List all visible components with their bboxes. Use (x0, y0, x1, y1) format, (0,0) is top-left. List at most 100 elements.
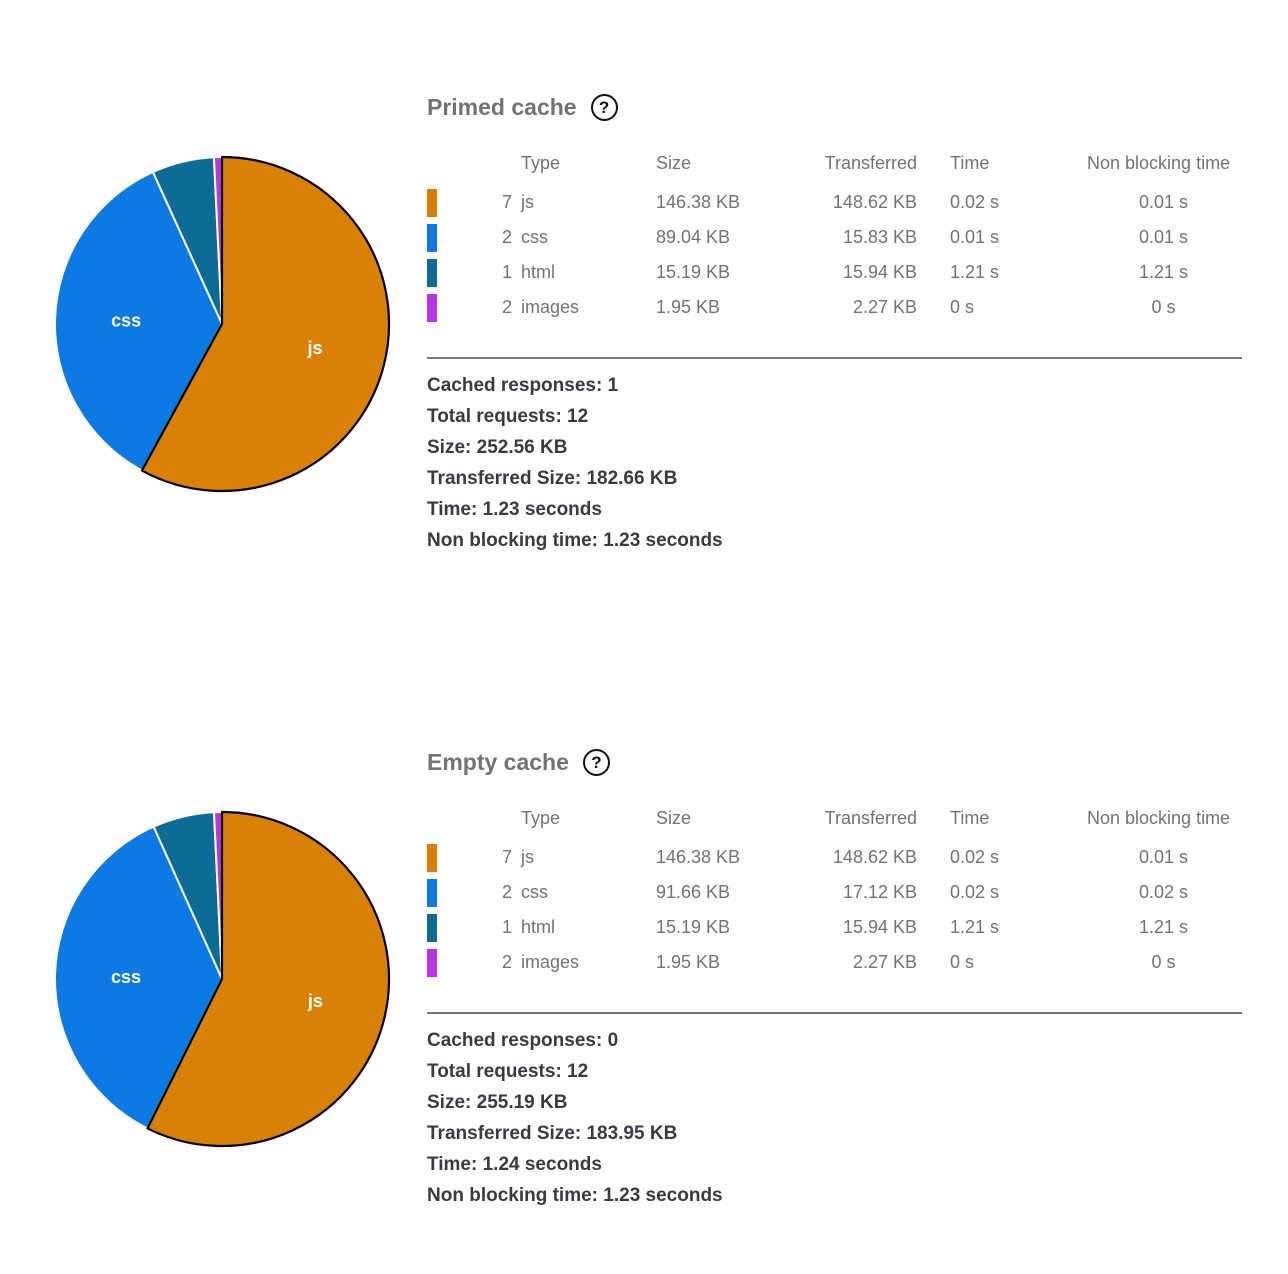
summary-time: Time: 1.23 seconds (427, 499, 602, 520)
css-time: 0.01 s (950, 227, 1000, 247)
css-transferred: 17.12 KB (842, 882, 917, 902)
css-size: 91.66 KB (656, 882, 731, 902)
html-count: 1 (501, 262, 512, 282)
help-icon[interactable]: ? (582, 748, 610, 776)
column-header-non-blocking-time: Non blocking time (1087, 153, 1231, 173)
summary-non-blocking-time: Non blocking time: 1.23 seconds (427, 530, 723, 551)
summary-transferred-size: Transferred Size: 183.95 KB (427, 1123, 678, 1144)
summary-total-requests: Total requests: 12 (427, 406, 589, 427)
js-time: 0.02 s (950, 847, 1000, 867)
table-row-html-swatch-cell (427, 255, 439, 290)
primed-cache-pie-chart[interactable]: js css (52, 154, 392, 494)
html-size: 15.19 KB (656, 262, 731, 282)
images-color-swatch (427, 948, 437, 977)
column-header-time: Time (950, 808, 990, 828)
images-transferred: 2.27 KB (852, 297, 917, 317)
html-color-swatch (427, 258, 437, 287)
images-non-blocking-time: 0 s (1151, 952, 1176, 972)
summary-transferred-size: Transferred Size: 182.66 KB (427, 468, 678, 489)
images-time: 0 s (950, 297, 975, 317)
summary-non-blocking-time: Non blocking time: 1.23 seconds (427, 1185, 723, 1206)
summary-time: Time: 1.24 seconds (427, 1154, 602, 1175)
column-header-size: Size (656, 808, 692, 828)
js-color-swatch (427, 188, 437, 217)
summary-size: Size: 252.56 KB (427, 437, 568, 458)
table-row-html-swatch-cell (427, 910, 439, 945)
html-transferred: 15.94 KB (842, 917, 917, 937)
images-size: 1.95 KB (656, 952, 721, 972)
pie-slice-label-js: js (307, 991, 323, 1011)
css-color-swatch (427, 223, 437, 252)
table-row-images-swatch-cell (427, 945, 439, 980)
images-type: images (521, 297, 580, 317)
css-time: 0.02 s (950, 882, 1000, 902)
js-transferred: 148.62 KB (832, 847, 917, 867)
js-count: 7 (501, 847, 512, 867)
pie-slice-css[interactable] (54, 170, 223, 472)
summary-cached-responses: Cached responses: 1 (427, 375, 619, 396)
primed-cache-table: Type Size Transferred Time Non blocking … (427, 150, 1242, 325)
pie-slice-js[interactable] (146, 810, 391, 1148)
css-size: 89.04 KB (656, 227, 731, 247)
pie-slice-js[interactable] (140, 155, 391, 493)
column-header-size: Size (656, 153, 692, 173)
primed-cache-section: js css Primed cache ? Type Size Transferr… (0, 0, 1288, 620)
column-header-type: Type (521, 153, 561, 173)
css-non-blocking-time: 0.02 s (1138, 882, 1189, 902)
html-color-swatch (427, 913, 437, 942)
pie-slice-label-js: js (306, 338, 322, 358)
js-size: 146.38 KB (656, 192, 741, 212)
css-color-swatch (427, 878, 437, 907)
summary-size: Size: 255.19 KB (427, 1092, 568, 1113)
html-type: html (521, 262, 556, 282)
html-non-blocking-time: 1.21 s (1138, 262, 1189, 282)
empty-cache-table: Type Size Transferred Time Non blocking … (427, 805, 1242, 980)
table-row-images-swatch-cell (427, 290, 439, 325)
html-time: 1.21 s (950, 917, 1000, 937)
table-row-js-swatch-cell (427, 840, 439, 875)
html-count: 1 (501, 917, 512, 937)
images-count: 2 (501, 297, 512, 317)
images-time: 0 s (950, 952, 975, 972)
empty-cache-section: js css Empty cache ? Type Size Transferre… (0, 655, 1288, 1274)
primed-cache-summary: Cached responses: 1 Total requests: 12 S… (427, 370, 723, 556)
help-icon[interactable]: ? (590, 93, 618, 121)
section-title: Primed cache (427, 94, 577, 120)
css-transferred: 15.83 KB (842, 227, 917, 247)
divider (427, 357, 1242, 359)
js-time: 0.02 s (950, 192, 1000, 212)
empty-cache-header: Empty cache ? (427, 747, 610, 777)
js-count: 7 (501, 192, 512, 212)
css-count: 2 (501, 882, 512, 902)
column-header-type: Type (521, 808, 561, 828)
js-non-blocking-time: 0.01 s (1138, 192, 1189, 212)
js-non-blocking-time: 0.01 s (1138, 847, 1189, 867)
css-non-blocking-time: 0.01 s (1138, 227, 1189, 247)
css-type: css (521, 227, 548, 247)
html-time: 1.21 s (950, 262, 1000, 282)
css-type: css (521, 882, 548, 902)
css-count: 2 (501, 227, 512, 247)
divider (427, 1012, 1242, 1014)
images-size: 1.95 KB (656, 297, 721, 317)
pie-slice-label-css: css (111, 967, 141, 987)
empty-cache-pie-chart[interactable]: js css (52, 809, 392, 1149)
column-header-time: Time (950, 153, 990, 173)
table-row-css-swatch-cell (427, 220, 439, 255)
column-header-transferred: Transferred (824, 808, 917, 828)
html-non-blocking-time: 1.21 s (1138, 917, 1189, 937)
summary-cached-responses: Cached responses: 0 (427, 1030, 619, 1051)
js-type: js (521, 847, 534, 867)
column-header-transferred: Transferred (824, 153, 917, 173)
images-transferred: 2.27 KB (852, 952, 917, 972)
js-type: js (521, 192, 534, 212)
html-size: 15.19 KB (656, 917, 731, 937)
html-transferred: 15.94 KB (842, 262, 917, 282)
summary-total-requests: Total requests: 12 (427, 1061, 589, 1082)
pie-slice-label-css: css (111, 311, 141, 331)
images-color-swatch (427, 293, 437, 322)
js-size: 146.38 KB (656, 847, 741, 867)
table-row-css-swatch-cell (427, 875, 439, 910)
pie-slice-css[interactable] (54, 825, 223, 1130)
